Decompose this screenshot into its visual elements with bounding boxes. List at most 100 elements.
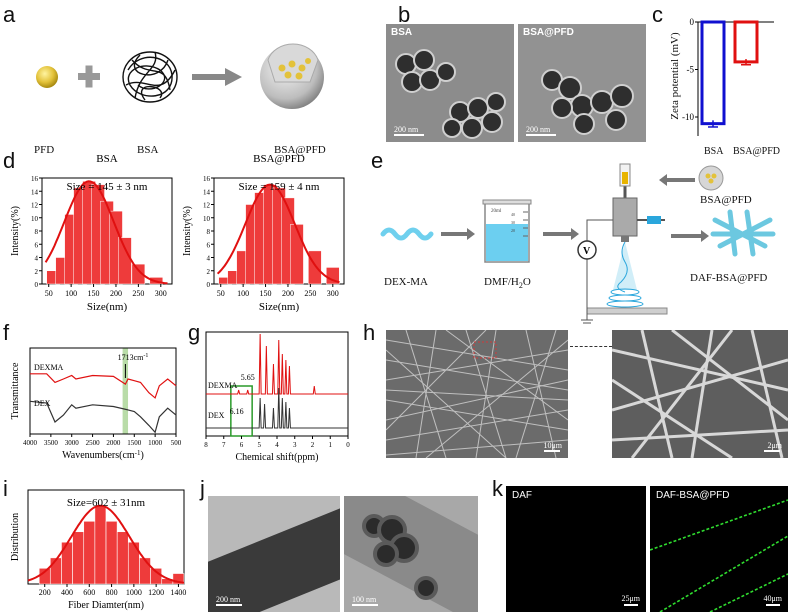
bar [290,224,304,285]
y-tick-label: 10 [31,215,39,223]
x-tick-label: 1500 [127,439,142,447]
highlight-band [122,348,129,434]
x-tick-label: 2000 [106,439,121,447]
x-tick-label: 50 [45,289,53,298]
x-tick-label: 250 [304,289,316,298]
dex-ma-wave-icon [380,227,434,241]
x-tick-label: 2 [311,441,315,449]
y-tick-label: 14 [31,188,39,196]
x-tick-label: 300 [155,289,167,298]
scale-bar [216,604,242,606]
x-tick-label: 1000 [126,588,142,597]
chart-title: BSA [96,153,117,165]
x-tick-label: 7 [222,441,226,449]
scale-bar-label: 200 nm [394,125,419,134]
x-tick-label: 1400 [170,588,186,597]
scale-bar [394,134,424,136]
x-axis-label: Size(nm) [259,301,300,312]
y-tick-label: 6 [35,241,39,249]
zeta-xlabel-bsa-pfd: BSA@PFD [733,146,781,157]
gaussian-fit-line [216,183,340,284]
label-bsa-pfd-e: BSA@PFD [700,194,752,206]
chart-size-bsa: BSA Size = 145 ± 3 nm 50 100 150 200 250 300 0 2 4… [10,153,173,312]
scale-bar-label: 10μm [543,441,562,450]
panel-label-i: i [3,476,8,501]
wavenumber-annotation: 1713cm-1 [118,353,149,362]
panel-label-k: k [492,476,503,501]
scale-bar-label: 2μm [767,441,782,450]
svg-text:20ml: 20ml [491,209,502,214]
bar [139,557,151,585]
x-tick-label: 100 [65,289,77,298]
bar [50,557,62,585]
chart-title: BSA@PFD [253,153,305,165]
x-tick-label: 250 [132,289,144,298]
panel-label-j: j [200,476,205,501]
panel-e-schematic: 20ml 40 30 20 V [380,163,776,324]
y-tick-label: 0 [207,281,211,289]
series-line-dex [29,400,177,434]
panel-label-e: e [371,148,384,173]
bar [116,531,129,585]
panel-label-c: c [652,2,663,27]
image-label-daf-bsa-pfd: DAF-BSA@PFD [656,490,730,501]
chart-fiber-diameter: Size=602 ± 31nm 200 400 600 800 1000 1200 1400 F… [10,489,186,611]
x-axis-label: Size(nm) [87,301,128,312]
bar [72,531,84,585]
series-label-dex: DEX [208,411,225,420]
x-axis-label-sup: -1 [135,449,141,457]
y-axis-label: Distribution [10,513,21,561]
series-line-dexma [206,333,348,395]
tem-image-bsa-pfd: BSA@PFD 200 nm [518,24,646,142]
x-tick-label: 0 [346,441,350,449]
y-tick-label: -5 [687,65,695,75]
scale-bar [352,604,378,606]
zeta-xlabel-bsa: BSA [704,146,724,157]
x-tick-label: 600 [83,588,95,597]
y-axis-label: Intensity(%) [10,206,21,256]
series-label-dex: DEX [34,399,51,408]
y-tick-label: 8 [35,228,39,236]
x-tick-label: 150 [88,289,100,298]
y-tick-label: 8 [207,228,211,236]
bsa-pfd-icon [698,165,724,191]
series-line-dexma [30,373,177,399]
x-tick-label: 500 [171,439,182,447]
panel-label-g: g [188,320,201,345]
x-tick-label: 50 [217,289,225,298]
label-bsa-pfd: BSA@PFD [274,144,326,156]
x-tick-label: 3000 [65,439,80,447]
arrow-icon [192,68,242,86]
x-tick-label: 400 [61,588,73,597]
x-tick-label: 2500 [86,439,101,447]
chart-nmr: DEXMA DEX 5.65 6.16 8 7 6 5 4 3 2 1 0 Chemical shift(… [204,331,350,463]
svg-text:40: 40 [511,212,515,217]
voltage-icon: V [583,246,591,257]
x-axis-label-end: ) [141,450,144,461]
zoom-connector [570,346,612,347]
plot-frame [29,347,177,435]
chart-ftir: DEXMA DEX 1713cm-1 4000 3500 3000 2500 2000 1500… [10,347,182,461]
bsa-coil-icon [122,51,178,103]
syringe-icon [619,163,631,187]
size-annotation: Size = 145 ± 3 nm [67,181,148,193]
x-tick-label: 150 [260,289,272,298]
label-pfd: PFD [34,144,55,156]
y-tick-label: 2 [207,268,211,276]
pfd-sphere-icon [36,66,58,88]
scale-bar [766,604,780,606]
bar-BSA@PFD [733,20,759,64]
y-axis-label: Intensity(%) [182,206,193,256]
x-tick-label: 1 [329,441,333,449]
label-dex-ma: DEX-MA [384,276,428,288]
label-dmf-h2o: DMF/H2O [484,276,531,291]
shift-annotation: 5.65 [241,373,255,382]
fluorescence-image-daf-bsa-pfd: DAF-BSA@PFD 40μm [650,486,788,612]
fluorescence-image-daf: DAF 25μm [506,486,646,612]
scale-bar-label: 40μm [763,594,782,603]
x-tick-label: 5 [258,441,262,449]
y-tick-label: 16 [31,175,39,183]
x-tick-label: 300 [327,289,339,298]
y-tick-label: 2 [35,268,39,276]
x-tick-label: 4000 [23,439,38,447]
